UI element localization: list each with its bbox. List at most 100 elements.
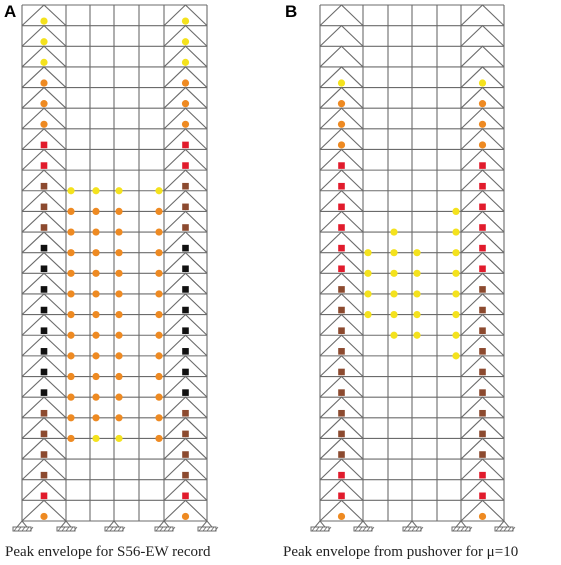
brace-hinge-brown — [40, 224, 48, 231]
beam-hinge-yellow — [92, 187, 100, 195]
brace-hinge-brown — [338, 348, 345, 355]
chevron-brace — [21, 478, 67, 501]
brace-hinge-black — [40, 265, 48, 273]
chevron-brace — [163, 169, 208, 192]
chevron-brace — [319, 128, 364, 150]
chevron-brace — [163, 148, 208, 171]
hatch-line — [323, 526, 328, 532]
beam-hinge-yellow — [452, 352, 460, 360]
beam-hinge-orange — [92, 290, 100, 298]
beam-hinge-orange — [67, 269, 75, 277]
brace-hinge-brown — [338, 389, 345, 396]
brace-hinge-brown — [40, 182, 48, 190]
brace-hinge-black — [182, 327, 189, 334]
brace-hinge-orange — [478, 512, 487, 521]
beam-hinge-yellow — [115, 187, 123, 195]
chevron-brace — [163, 334, 208, 357]
brace-hinge-red — [479, 182, 486, 190]
beam-hinge-yellow — [364, 311, 372, 319]
brace-hinge-red — [479, 471, 486, 479]
brace-hinge-brown — [182, 451, 189, 458]
brace-hinge-red — [479, 492, 486, 500]
chevron-brace — [460, 169, 505, 192]
brace-hinge-black — [40, 327, 48, 334]
support-pin — [15, 520, 29, 528]
hatch-line — [29, 526, 34, 532]
hatch-line — [319, 526, 324, 532]
chevron-brace — [460, 128, 505, 150]
chevron-brace — [460, 4, 505, 27]
beam-hinge-yellow — [364, 269, 372, 277]
chevron-brace — [319, 210, 364, 233]
brace-hinge-black — [182, 286, 189, 293]
chevron-brace — [163, 107, 208, 130]
hatch-line — [155, 526, 160, 532]
brace-hinge-red — [182, 141, 189, 149]
brace-hinge-orange — [337, 512, 346, 521]
beam-hinge-orange — [67, 414, 75, 422]
brace-hinge-brown — [40, 409, 48, 417]
chevron-brace — [163, 210, 208, 233]
beam-hinge-orange — [155, 352, 163, 360]
beam-hinge-yellow — [452, 311, 460, 319]
hatch-line — [511, 526, 516, 532]
chevron-brace — [163, 189, 208, 212]
brace-hinge-brown — [182, 182, 189, 190]
brace-hinge-black — [40, 244, 48, 252]
chevron-brace — [319, 107, 364, 130]
beam-hinge-yellow — [364, 290, 372, 298]
chevron-brace — [163, 375, 208, 398]
beam-hinge-yellow — [452, 249, 460, 257]
chevron-brace — [319, 499, 364, 522]
chevron-brace — [163, 478, 208, 501]
beam-hinge-yellow — [452, 331, 460, 339]
hatch-line — [121, 526, 126, 532]
hatch-line — [415, 526, 420, 532]
chevron-brace — [319, 45, 364, 68]
brace-hinge-brown — [338, 368, 345, 376]
brace-hinge-brown — [40, 451, 48, 458]
beam-hinge-yellow — [390, 269, 398, 277]
chevron-brace — [163, 499, 208, 522]
panel-a-letter: A — [4, 2, 16, 21]
beam-hinge-orange — [92, 372, 100, 381]
chevron-brace — [163, 66, 208, 88]
beam-hinge-orange — [67, 228, 75, 236]
brace-hinge-red — [182, 162, 189, 169]
chevron-brace — [460, 334, 505, 357]
hatch-line — [117, 526, 122, 532]
beam-hinge-orange — [115, 290, 123, 298]
chevron-brace — [319, 313, 364, 336]
brace-hinge-yellow — [181, 38, 190, 46]
chevron-brace — [21, 458, 67, 481]
brace-hinge-orange — [181, 79, 190, 87]
hatch-line — [13, 526, 18, 532]
chevron-brace — [21, 128, 67, 150]
hatch-line — [495, 526, 500, 532]
chevron-brace — [21, 45, 67, 68]
support-pin — [107, 520, 121, 528]
hatch-line — [507, 526, 512, 532]
chevron-brace — [21, 231, 67, 254]
brace-hinge-orange — [40, 512, 48, 521]
chevron-brace — [319, 417, 364, 439]
beam-hinge-orange — [155, 311, 163, 319]
chevron-brace — [163, 4, 208, 27]
beam-hinge-yellow — [390, 331, 398, 339]
support-pin — [157, 520, 171, 528]
beam-hinge-orange — [155, 372, 163, 381]
hatch-line — [202, 526, 207, 532]
chevron-brace — [163, 24, 208, 47]
brace-hinge-black — [182, 389, 189, 396]
beam-hinge-yellow — [390, 228, 398, 236]
brace-hinge-yellow — [181, 17, 190, 25]
chevron-brace — [319, 251, 364, 274]
hatch-line — [73, 526, 78, 532]
chevron-brace — [21, 293, 67, 316]
beam-hinge-orange — [67, 393, 75, 401]
chevron-brace — [163, 45, 208, 68]
hatch-line — [411, 526, 416, 532]
brace-hinge-brown — [338, 451, 345, 458]
brace-hinge-brown — [40, 430, 48, 438]
brace-hinge-red — [338, 244, 345, 252]
